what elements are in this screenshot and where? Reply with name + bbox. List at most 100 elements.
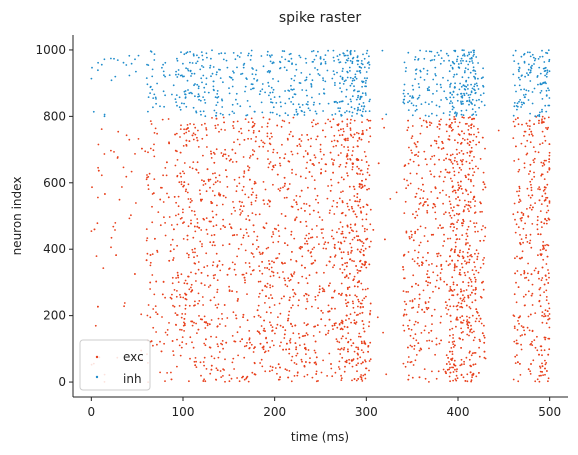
- exc-spike-point: [423, 150, 426, 153]
- exc-spike-point: [414, 249, 416, 252]
- inh-spike-point: [250, 83, 253, 85]
- inh-spike-point: [409, 95, 411, 97]
- exc-spike-point: [466, 261, 468, 264]
- exc-spike-point: [312, 119, 315, 121]
- inh-spike-point: [462, 84, 465, 87]
- exc-spike-point: [203, 284, 206, 286]
- exc-spike-point: [456, 141, 459, 144]
- inh-spike-point: [332, 56, 335, 59]
- exc-spike-point: [205, 134, 208, 137]
- exc-spike-point: [292, 135, 294, 138]
- exc-spike-point: [296, 203, 298, 206]
- exc-spike-point: [357, 235, 360, 238]
- exc-spike-point: [438, 175, 441, 178]
- exc-spike-point: [145, 259, 148, 262]
- exc-spike-point: [457, 184, 460, 187]
- exc-spike-point: [412, 239, 415, 242]
- inh-spike-point: [419, 49, 421, 52]
- exc-spike-point: [433, 154, 436, 157]
- exc-spike-point: [278, 302, 281, 305]
- inh-spike-point: [403, 95, 406, 98]
- inh-spike-point: [266, 50, 269, 53]
- exc-spike-point: [359, 198, 361, 201]
- x-tick-label: 100: [172, 405, 195, 419]
- exc-spike-point: [412, 213, 414, 216]
- exc-spike-point: [403, 300, 406, 303]
- inh-spike-point: [365, 71, 368, 73]
- exc-spike-point: [339, 348, 341, 351]
- exc-spike-point: [434, 205, 437, 208]
- inh-spike-point: [473, 51, 475, 54]
- exc-spike-point: [365, 213, 368, 216]
- exc-spike-point: [284, 227, 287, 230]
- inh-spike-point: [283, 50, 286, 53]
- exc-spike-point: [151, 221, 154, 224]
- inh-spike-point: [254, 73, 257, 76]
- inh-spike-point: [422, 67, 425, 70]
- exc-spike-point: [195, 168, 198, 171]
- exc-spike-point: [190, 271, 192, 274]
- exc-spike-point: [467, 204, 470, 207]
- exc-spike-point: [357, 362, 359, 365]
- exc-spike-point: [247, 121, 250, 123]
- inh-spike-point: [168, 74, 171, 76]
- inh-spike-point: [423, 79, 426, 81]
- exc-spike-point: [448, 290, 451, 292]
- exc-spike-point: [235, 291, 238, 293]
- exc-spike-point: [428, 297, 431, 299]
- inh-spike-point: [547, 87, 549, 90]
- exc-spike-point: [350, 246, 353, 249]
- exc-spike-point: [363, 342, 366, 344]
- exc-spike-point: [404, 200, 407, 203]
- exc-spike-point: [422, 190, 425, 193]
- exc-spike-point: [448, 200, 451, 203]
- inh-spike-point: [468, 100, 471, 103]
- inh-spike-point: [540, 83, 543, 86]
- exc-spike-point: [215, 367, 218, 370]
- exc-spike-point: [448, 135, 451, 137]
- exc-spike-point: [310, 137, 312, 140]
- exc-spike-point: [523, 134, 525, 137]
- exc-spike-point: [253, 315, 256, 318]
- exc-spike-point: [289, 338, 292, 340]
- exc-spike-point: [337, 241, 340, 244]
- inh-spike-point: [177, 73, 180, 76]
- exc-spike-point: [184, 297, 187, 300]
- exc-spike-point: [249, 341, 251, 344]
- exc-spike-point: [523, 130, 526, 133]
- exc-spike-point: [210, 157, 213, 159]
- exc-spike-point: [521, 256, 523, 259]
- exc-spike-point: [519, 363, 521, 365]
- inh-spike-point: [357, 106, 359, 109]
- exc-spike-point: [543, 349, 546, 352]
- exc-spike-point: [244, 262, 247, 264]
- exc-spike-point: [360, 340, 363, 343]
- inh-spike-point: [183, 53, 186, 56]
- exc-spike-point: [411, 258, 414, 260]
- inh-spike-point: [529, 55, 532, 58]
- exc-spike-point: [395, 191, 398, 194]
- exc-spike-point: [260, 325, 263, 327]
- inh-spike-point: [523, 52, 526, 55]
- exc-spike-point: [247, 169, 250, 172]
- exc-spike-point: [537, 151, 540, 154]
- exc-spike-point: [211, 264, 214, 267]
- inh-spike-point: [474, 76, 476, 79]
- inh-spike-point: [290, 101, 292, 103]
- exc-spike-point: [365, 367, 368, 370]
- inh-spike-point: [153, 93, 156, 96]
- exc-spike-point: [468, 133, 471, 135]
- exc-spike-point: [361, 179, 363, 182]
- exc-spike-point: [310, 236, 312, 239]
- exc-spike-point: [308, 361, 311, 364]
- exc-spike-point: [252, 125, 255, 127]
- inh-spike-point: [478, 98, 480, 101]
- exc-spike-point: [258, 296, 260, 298]
- exc-spike-point: [333, 159, 335, 162]
- exc-spike-point: [469, 294, 472, 296]
- exc-spike-point: [433, 163, 436, 166]
- exc-spike-point: [543, 336, 546, 339]
- exc-spike-point: [435, 343, 438, 346]
- exc-spike-point: [303, 365, 306, 368]
- exc-spike-point: [517, 117, 519, 119]
